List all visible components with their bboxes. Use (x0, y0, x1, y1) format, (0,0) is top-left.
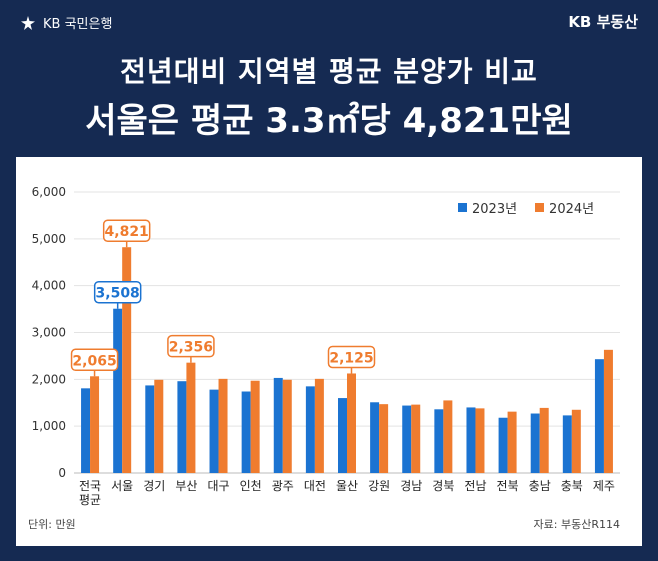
bar-2023 (177, 381, 187, 473)
bar-2023 (145, 385, 155, 473)
x-tick-label: 대전 (304, 479, 326, 493)
callout-box (70, 348, 119, 372)
y-tick-label: 6,000 (32, 185, 66, 199)
x-tick-label: 광주 (272, 479, 294, 493)
legend-swatch-2023 (458, 203, 467, 212)
bar-2023 (370, 402, 380, 473)
y-tick-label: 2,000 (32, 372, 66, 386)
brand-name: KB 부동산 (568, 13, 638, 31)
bar-2023 (498, 417, 508, 473)
x-tick-label: 전국 (79, 479, 101, 493)
y-tick-label: 3,000 (32, 326, 66, 340)
kb-star-icon (21, 15, 35, 30)
bar-2023 (562, 415, 572, 473)
x-tick-label: 평균 (79, 493, 101, 507)
y-tick-label: 0 (58, 466, 66, 480)
callout-box (167, 334, 215, 358)
bar-2024 (282, 379, 292, 473)
bar-2023 (594, 359, 604, 473)
x-tick-label: 울산 (336, 479, 358, 493)
x-tick-label: 부산 (175, 479, 197, 493)
x-tick-label: 인천 (240, 478, 262, 493)
x-tick-label: 전북 (497, 479, 519, 493)
bar-2023 (434, 409, 444, 473)
data-label: 2,065 (72, 353, 116, 369)
bar-2024 (571, 409, 581, 473)
chart-legend: 2023년 2024년 (458, 198, 594, 217)
callout-box (93, 280, 142, 304)
y-tick-label: 5,000 (32, 232, 66, 246)
x-tick-label: 전남 (464, 479, 486, 493)
legend-swatch-2024 (535, 203, 545, 212)
bar-2024 (122, 247, 132, 473)
bar-2024 (347, 373, 356, 473)
callout-box (102, 219, 151, 242)
bar-2024 (154, 379, 164, 473)
bar-2024 (603, 349, 613, 473)
bar-2024 (90, 376, 100, 473)
unit-note: 단위: 만원 (28, 518, 76, 531)
legend-label-2024: 2024년 (549, 202, 595, 217)
top-bar: KB 국민은행 KB 부동산 (0, 0, 658, 44)
x-tick-label: 충남 (529, 479, 551, 493)
chart-title: 전년대비 지역별 평균 분양가 비교 (120, 55, 538, 88)
y-tick-label: 4,000 (32, 279, 66, 293)
x-tick-label: 제주 (593, 479, 615, 493)
bar-2023 (338, 398, 347, 473)
source-note: 자료: 부동산R114 (533, 518, 620, 531)
chart-headline: 서울은 평균 3.3㎡당 4,821만원 (85, 101, 573, 141)
x-tick-label: 경기 (143, 479, 165, 493)
y-tick-label: 1,000 (32, 419, 66, 433)
bar-2023 (81, 388, 91, 473)
bar-2023 (402, 405, 412, 473)
bar-2023 (113, 308, 123, 473)
chart-panel: 0 1,000 2,000 3,000 4,000 5,000 6,000 전국 평균 서울 경기 부… (16, 157, 642, 546)
bar-2023 (466, 407, 476, 473)
bar-2024 (379, 404, 389, 473)
legend-item-2023: 2023년 (458, 198, 517, 217)
bar-2024 (507, 411, 517, 473)
x-tick-label: 경남 (400, 479, 422, 493)
callout-box (327, 345, 376, 369)
bank-logo: KB 국민은행 (18, 13, 112, 32)
legend-label-2023: 2023년 (472, 202, 518, 217)
x-tick-label: 서울 (111, 479, 133, 493)
x-tick-label: 경북 (432, 479, 454, 493)
bar-2024 (218, 378, 228, 473)
bar-2023 (273, 377, 283, 473)
bar-2024 (475, 408, 485, 473)
bar-2023 (530, 413, 540, 473)
bar-2024 (250, 380, 260, 473)
data-label: 2,356 (169, 340, 213, 356)
bar-2024 (539, 407, 549, 473)
bank-name: KB 국민은행 (43, 17, 113, 32)
x-tick-label: 충북 (561, 479, 583, 493)
x-tick-label: 대구 (207, 479, 229, 493)
bar-2023 (305, 386, 315, 473)
data-label: 2,125 (329, 350, 373, 366)
x-tick-label: 강원 (368, 479, 390, 493)
bar-2024 (443, 400, 453, 473)
data-label: 4,821 (105, 224, 149, 240)
bar-2024 (411, 404, 421, 473)
bar-2023 (241, 391, 251, 473)
bar-2024 (186, 362, 196, 473)
legend-item-2024: 2024년 (535, 198, 594, 217)
data-label: 3,508 (96, 286, 140, 302)
bar-2024 (314, 378, 324, 473)
bar-2023 (209, 389, 219, 473)
